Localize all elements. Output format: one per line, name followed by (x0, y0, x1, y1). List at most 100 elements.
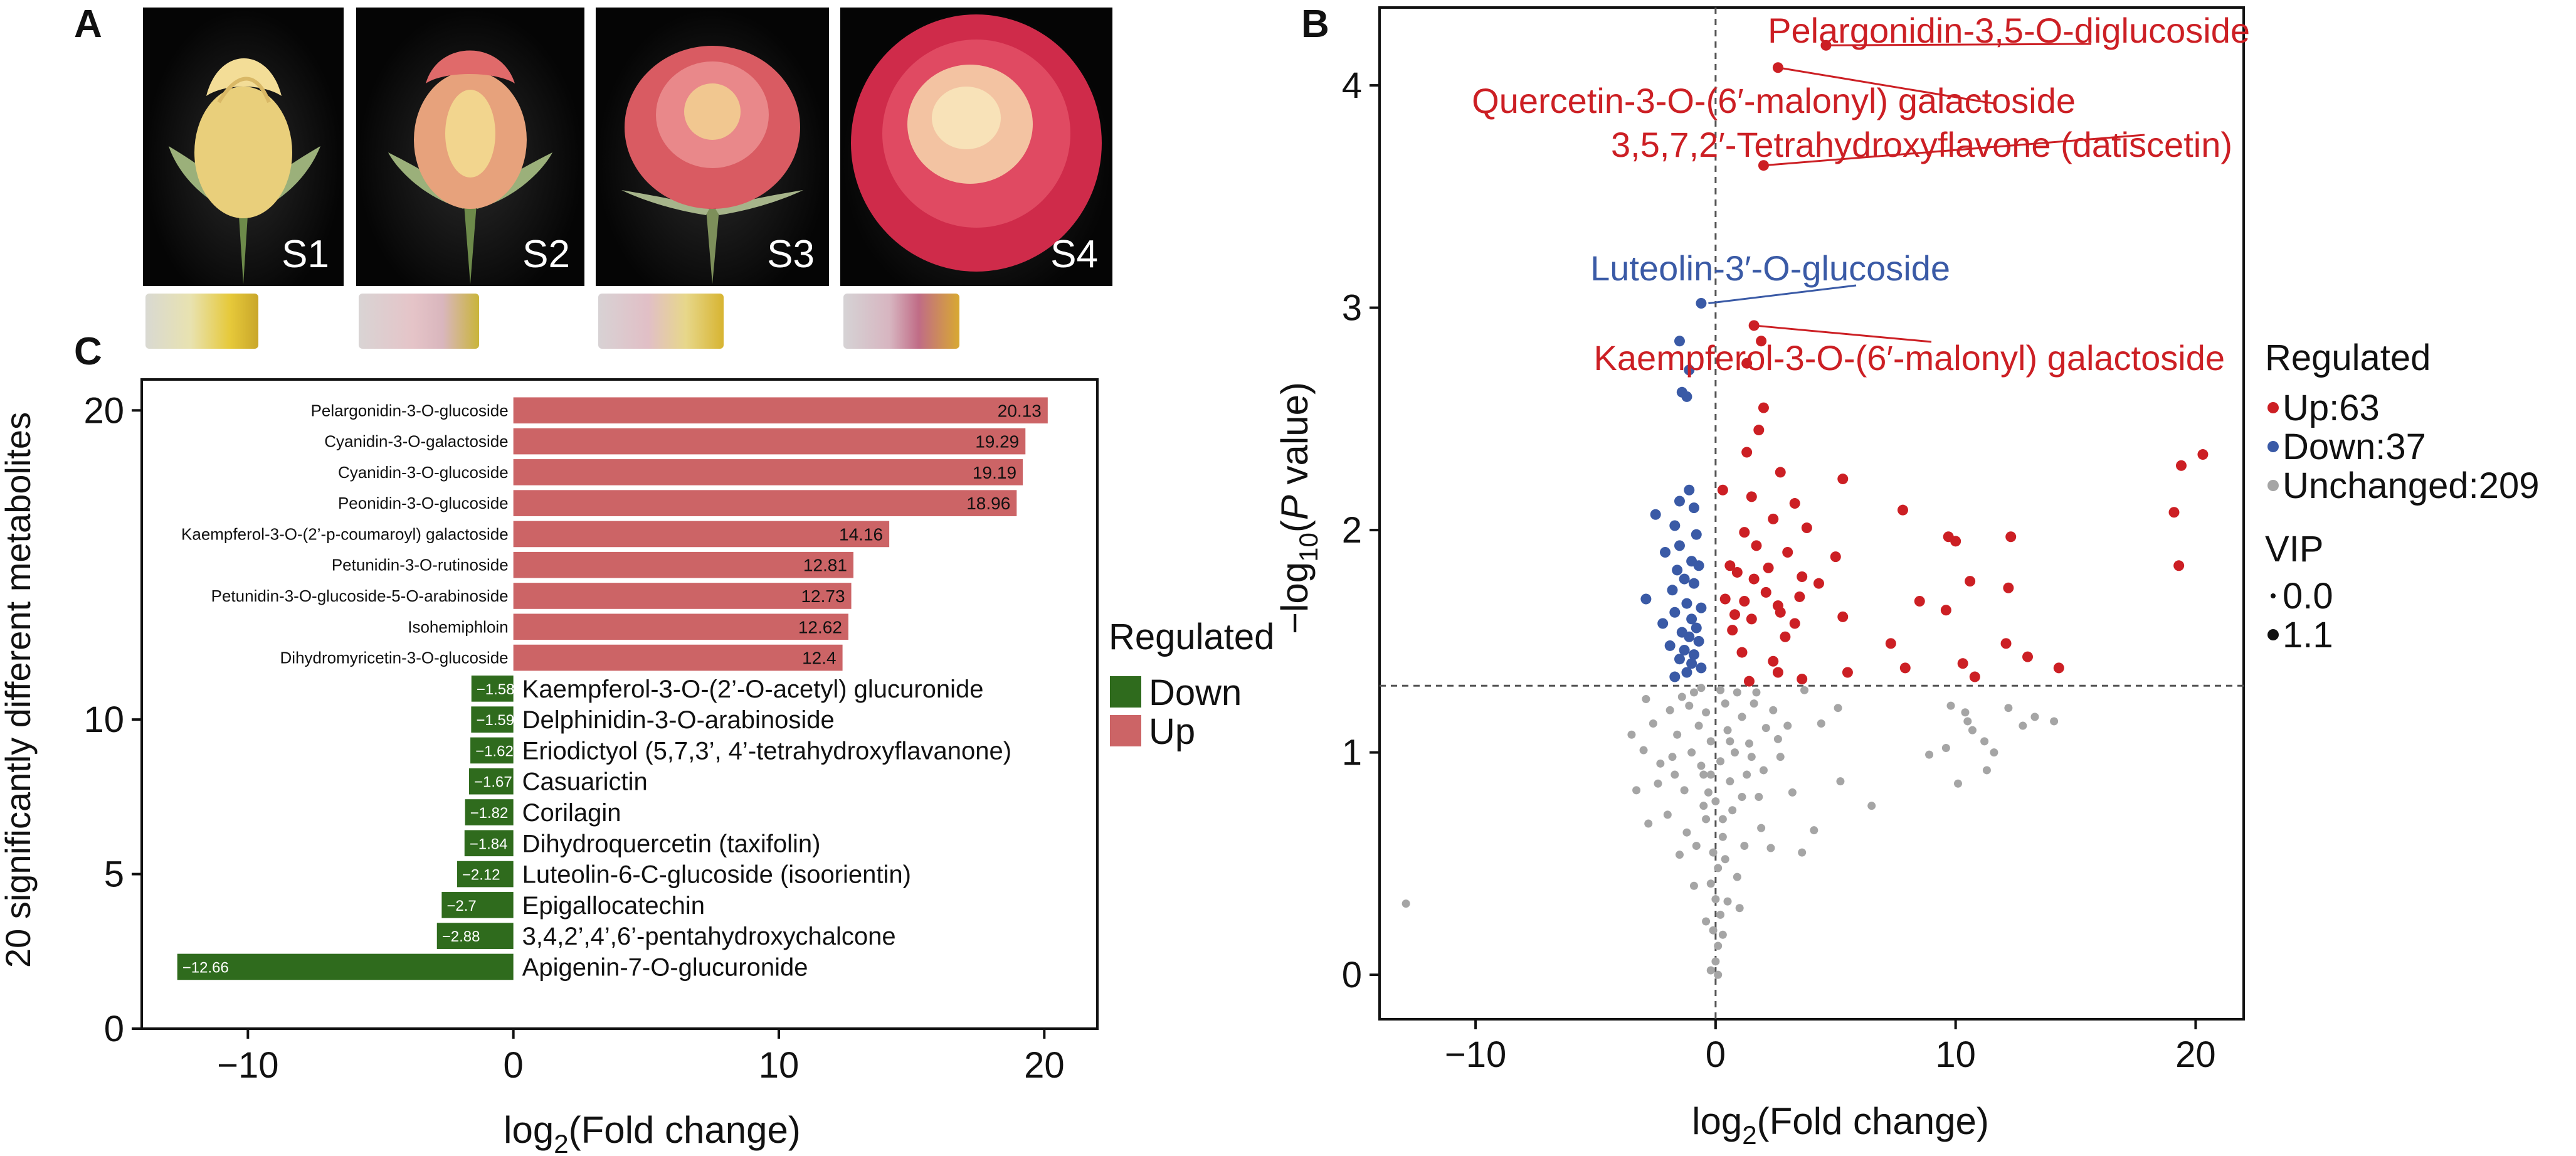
volcano-y-tick-label: 3 (1342, 288, 1362, 329)
volcano-point-up (1797, 674, 1808, 685)
volcano-point-unchanged (1766, 844, 1775, 852)
volcano-point-unchanged (1714, 941, 1723, 950)
volcano-point-up (1748, 320, 1760, 331)
volcano-point-unchanged (1699, 802, 1708, 810)
volcano-point-down (1688, 502, 1699, 514)
volcano-point-up (2168, 507, 2180, 518)
extract-tube-s1 (145, 294, 258, 349)
volcano-point-unchanged (1692, 841, 1701, 850)
volcano-point-up (1789, 618, 1800, 629)
bar (513, 397, 1048, 424)
bar-category-label: Kaempferol-3-O-(2’-O-acetyl) glucuronide (522, 676, 984, 703)
bar-category-label: Isohemiphloin (408, 617, 508, 636)
volcano-point-unchanged (1697, 761, 1706, 770)
volcano-point-unchanged (1709, 926, 1718, 935)
volcano-point-unchanged (1733, 688, 1741, 697)
volcano-point-unchanged (1747, 753, 1756, 761)
volcano-point-unchanged (1834, 704, 1842, 713)
volcano-point-unchanged (1711, 895, 1720, 904)
volcano-point-down (1688, 649, 1699, 660)
volcano-y-tick-label: 0 (1342, 955, 1362, 995)
volcano-point-down (1684, 631, 1695, 642)
volcano-point-unchanged (1723, 726, 1732, 734)
volcano-point-down (1676, 627, 1687, 638)
volcano-point-unchanged (2004, 704, 2013, 713)
volcano-point-down (1684, 484, 1695, 496)
bar-value-label: −1.59 (476, 712, 514, 729)
volcano-annotation-label: Quercetin-3-O-(6′-malonyl) galactoside (1472, 81, 2076, 120)
volcano-point-unchanged (1689, 688, 1698, 697)
volcano-point-up (1758, 160, 1769, 171)
volcano-point-unchanged (1788, 788, 1797, 797)
volcano-point-unchanged (1982, 766, 1991, 775)
volcano-point-up (1842, 667, 1853, 678)
flower-photo-s4: S4 (840, 8, 1112, 286)
volcano-point-unchanged (1752, 688, 1761, 697)
volcano-legend-vip-small (2271, 593, 2276, 598)
volcano-point-unchanged (1963, 717, 1972, 726)
extract-tube-s2 (359, 294, 479, 349)
volcano-point-down (1674, 496, 1685, 507)
volcano-point-down (1674, 540, 1685, 551)
volcano-point-down (1669, 520, 1681, 531)
volcano-point-unchanged (1745, 739, 1753, 748)
bar-category-label: Luteolin-6-C-glucoside (isoorientin) (522, 861, 911, 889)
volcano-point-down (1669, 607, 1681, 618)
volcano-point-unchanged (1702, 708, 1711, 717)
volcano-point-unchanged (1735, 904, 1744, 913)
volcano-point-unchanged (1836, 777, 1845, 786)
bar-legend-swatch-up (1110, 715, 1141, 746)
panel-label-c: C (74, 330, 102, 373)
volcano-x-tick-label: 10 (1935, 1034, 1976, 1075)
volcano-point-unchanged (1716, 686, 1725, 694)
bar-value-label: 12.62 (798, 617, 842, 637)
rose-bud-image (388, 50, 552, 284)
volcano-legend-title: Regulated (2265, 337, 2431, 378)
bar-category-label: Petunidin-3-O-glucoside-5-O-arabinoside (211, 586, 509, 605)
volcano-point-down (1684, 364, 1695, 376)
volcano-point-unchanged (1740, 841, 1749, 850)
bar-chart-xlabel: log2(Fold change) (504, 1109, 801, 1156)
volcano-point-up (1957, 658, 1968, 669)
volcano-point-up (1729, 609, 1741, 620)
volcano-point-unchanged (1697, 684, 1706, 692)
volcano-point-up (1739, 596, 1750, 607)
bar (436, 923, 514, 949)
volcano-point-unchanged (1714, 970, 1723, 979)
volcano-point-up (1969, 671, 1980, 682)
volcano-point-up (2197, 449, 2209, 460)
volcano-point-up (1772, 667, 1783, 678)
volcano-point-unchanged (1925, 750, 1934, 759)
volcano-point-down (1650, 509, 1661, 520)
volcano-y-tick-label: 2 (1342, 510, 1362, 551)
volcano-point-unchanged (1721, 855, 1729, 864)
volcano-point-unchanged (1702, 815, 1711, 824)
bar-category-label: Petunidin-3-O-rutinoside (332, 556, 509, 575)
volcano-point-down (1681, 598, 1692, 609)
volcano-point-unchanged (1704, 788, 1713, 797)
volcano-point-unchanged (1709, 848, 1718, 857)
rose-bloom-image (851, 14, 1102, 272)
volcano-point-unchanged (1654, 779, 1662, 788)
bar-value-label: 14.16 (839, 524, 883, 544)
volcano-point-unchanged (1682, 828, 1691, 837)
volcano-point-down (1679, 645, 1690, 656)
volcano-point-unchanged (1953, 779, 1962, 788)
volcano-legend-dot-unchanged (2267, 480, 2279, 491)
volcano-point-up (1741, 447, 1753, 458)
volcano-point-down (1693, 560, 1704, 571)
volcano-xlabel: log2(Fold change) (1692, 1100, 1989, 1150)
volcano-point-unchanged (1990, 748, 1998, 757)
volcano-point-unchanged (1694, 721, 1703, 730)
volcano-point-up (1772, 62, 1783, 73)
volcano-point-unchanged (1783, 721, 1792, 730)
volcano-point-up (1772, 600, 1783, 612)
volcano-annotation-leader (1708, 284, 1857, 304)
volcano-point-up (1751, 540, 1762, 551)
volcano-point-up (1753, 425, 1765, 436)
volcano-legend-unchanged: Unchanged:209 (2283, 465, 2540, 506)
volcano-point-unchanged (1761, 724, 1770, 733)
bar-value-label: 20.13 (998, 401, 1042, 420)
bar-category-label: Apigenin-7-O-glucuronide (522, 953, 808, 981)
volcano-point-down (1674, 336, 1685, 347)
